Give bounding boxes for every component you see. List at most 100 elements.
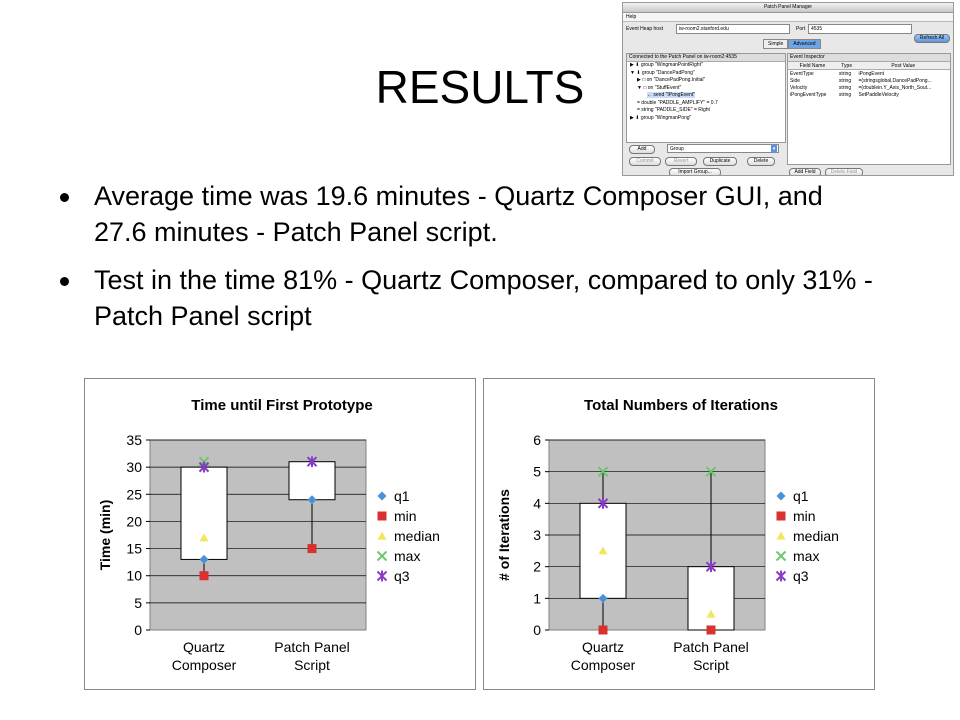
tab-advanced[interactable]: Advanced — [788, 39, 821, 49]
inspector-table: Field Name Type Post Value EventType str… — [788, 62, 950, 98]
tree-row-selected[interactable]: ← send "IPongEvent" — [627, 92, 785, 100]
y-tick-label: 35 — [126, 432, 142, 448]
chart-svg: Total Numbers of Iterations 0 1 2 3 4 5 6 # of I… — [483, 378, 875, 690]
y-tick-label: 3 — [533, 527, 541, 543]
import-group-button[interactable]: Import Group... — [669, 168, 721, 175]
tree-row[interactable]: ▶ □ on "DancePadPong.Initial" — [637, 77, 706, 83]
group-select[interactable]: Group ▾ — [667, 144, 779, 153]
legend-label: min — [793, 508, 816, 524]
tree-row[interactable]: = string "PADDLE_SIDE" = Right — [637, 107, 710, 113]
bullet-item: Test in the time 81% - Quartz Composer, … — [58, 262, 878, 334]
table-cell: Velocity — [790, 84, 808, 91]
table-row[interactable]: EventType string iPongEvent — [788, 70, 950, 78]
chart-time-to-prototype: Time until First Prototype 0 5 10 15 20 25 30 35… — [84, 378, 476, 690]
legend-marker-q3 — [376, 570, 388, 582]
point-q3 — [198, 461, 210, 473]
menu-help[interactable]: Help — [623, 13, 953, 22]
legend-marker-median — [776, 531, 786, 540]
y-tick-label: 15 — [126, 541, 142, 557]
y-axis-label: # of Iterations — [496, 489, 512, 581]
bullet-text: Average time was 19.6 minutes - Quartz C… — [94, 181, 823, 247]
point-q1 — [598, 593, 608, 603]
y-tick-label: 25 — [126, 486, 142, 502]
tree-row[interactable]: ▶ ⬇ group "WingmanPointRight" — [630, 62, 703, 68]
table-cell: =(doublein.Y_Axis_North_Sout... — [858, 84, 932, 91]
bullet-item: Average time was 19.6 minutes - Quartz C… — [58, 178, 878, 250]
legend-marker-median — [377, 531, 387, 540]
y-axis-label: Time (min) — [97, 500, 113, 571]
y-tick-label: 20 — [126, 513, 142, 529]
tree-header: Connected to the Patch Panel on iw-room2… — [627, 54, 785, 62]
point-min — [598, 625, 608, 635]
chart-iterations: Total Numbers of Iterations 0 1 2 3 4 5 6 # of I… — [483, 378, 875, 690]
table-cell: iPongEvent — [858, 70, 885, 77]
y-tick-label: 4 — [533, 495, 541, 511]
port-field[interactable]: 4535 — [808, 24, 912, 34]
x-tick-label: Patch Panel — [274, 639, 350, 655]
point-min — [307, 544, 317, 554]
legend-label: median — [793, 528, 839, 544]
y-tick-label: 1 — [533, 590, 541, 606]
legend-label: median — [394, 528, 440, 544]
tree-pane: Connected to the Patch Panel on iw-room2… — [626, 53, 786, 143]
bullet-text: Test in the time 81% - Quartz Composer, … — [94, 265, 873, 331]
tab-bar: Simple Advanced — [763, 39, 821, 49]
add-button[interactable]: Add — [629, 145, 655, 154]
legend-marker-q1 — [377, 491, 387, 501]
table-row[interactable]: Side string =(stringsglobal.DancePadPong… — [788, 77, 950, 84]
table-row[interactable]: Velocity string =(doublein.Y_Axis_North_… — [788, 84, 950, 91]
tree-row[interactable]: = double "PADDLE_AMPLIFY" = 0.7 — [637, 99, 718, 106]
y-tick-label: 6 — [533, 432, 541, 448]
point-median — [598, 546, 608, 555]
tree-row[interactable]: ▼ ⬇ group "DancePadPong" — [630, 69, 695, 76]
refresh-all-button[interactable]: Refresh All — [914, 34, 950, 43]
legend-marker-max — [376, 550, 388, 562]
table-row[interactable]: iPongEventType string SetPaddleVelocity — [788, 91, 950, 98]
point-max — [705, 466, 717, 477]
window-title: Patch Panel Manager — [623, 3, 953, 13]
y-tick-label: 10 — [126, 568, 142, 584]
point-q3 — [597, 497, 609, 509]
tree-row[interactable]: ▼ □ on "StuffEvent" — [637, 84, 682, 91]
tree-row-label: ← send "IPongEvent" — [647, 92, 696, 98]
point-q3 — [306, 456, 318, 468]
port-label: Port — [796, 26, 806, 32]
column-header[interactable]: Post Value — [856, 62, 950, 70]
duplicate-button[interactable]: Duplicate — [703, 157, 737, 166]
legend-marker-q1 — [776, 491, 786, 501]
add-field-button[interactable]: Add Field — [789, 168, 821, 175]
y-tick-label: 30 — [126, 459, 142, 475]
chart-svg: Time until First Prototype 0 5 10 15 20 25 30 35… — [84, 378, 476, 690]
box — [687, 566, 735, 631]
y-tick-label: 0 — [134, 622, 142, 638]
legend-marker-max — [775, 550, 787, 562]
tree-row[interactable]: ▶ ⬇ group "WingmanPong" — [630, 114, 692, 121]
legend-label: q1 — [793, 488, 809, 504]
table-cell: =(stringsglobal.DancePadPong... — [858, 77, 932, 84]
host-field[interactable]: iw-room2.stanford.edu — [676, 24, 790, 34]
legend-marker-min — [776, 511, 786, 521]
legend-label: max — [394, 548, 420, 564]
x-tick-label: Quartz — [582, 639, 624, 655]
patch-panel-window: Patch Panel Manager Help Event Heap host… — [622, 2, 954, 176]
point-q1 — [199, 554, 209, 564]
legend-label: q3 — [793, 568, 809, 584]
table-cell: string — [838, 70, 852, 77]
box — [180, 466, 228, 560]
point-q3 — [705, 561, 717, 573]
column-header[interactable]: Type — [836, 62, 857, 70]
legend-marker-q3 — [775, 570, 787, 582]
chart-title: Total Numbers of Iterations — [584, 397, 778, 414]
point-min — [706, 625, 716, 635]
box — [288, 461, 336, 501]
x-tick-label: Composer — [172, 657, 237, 673]
commit-button[interactable]: Commit — [629, 157, 661, 166]
delete-field-button[interactable]: Delete Field — [825, 168, 863, 175]
tab-simple[interactable]: Simple — [763, 39, 789, 49]
revert-button[interactable]: Revert — [665, 157, 697, 166]
delete-button[interactable]: Delete — [747, 157, 775, 166]
bullet-dot — [60, 193, 69, 202]
column-header[interactable]: Field Name — [788, 62, 837, 70]
x-tick-label: Composer — [571, 657, 636, 673]
y-tick-label: 5 — [134, 595, 142, 611]
